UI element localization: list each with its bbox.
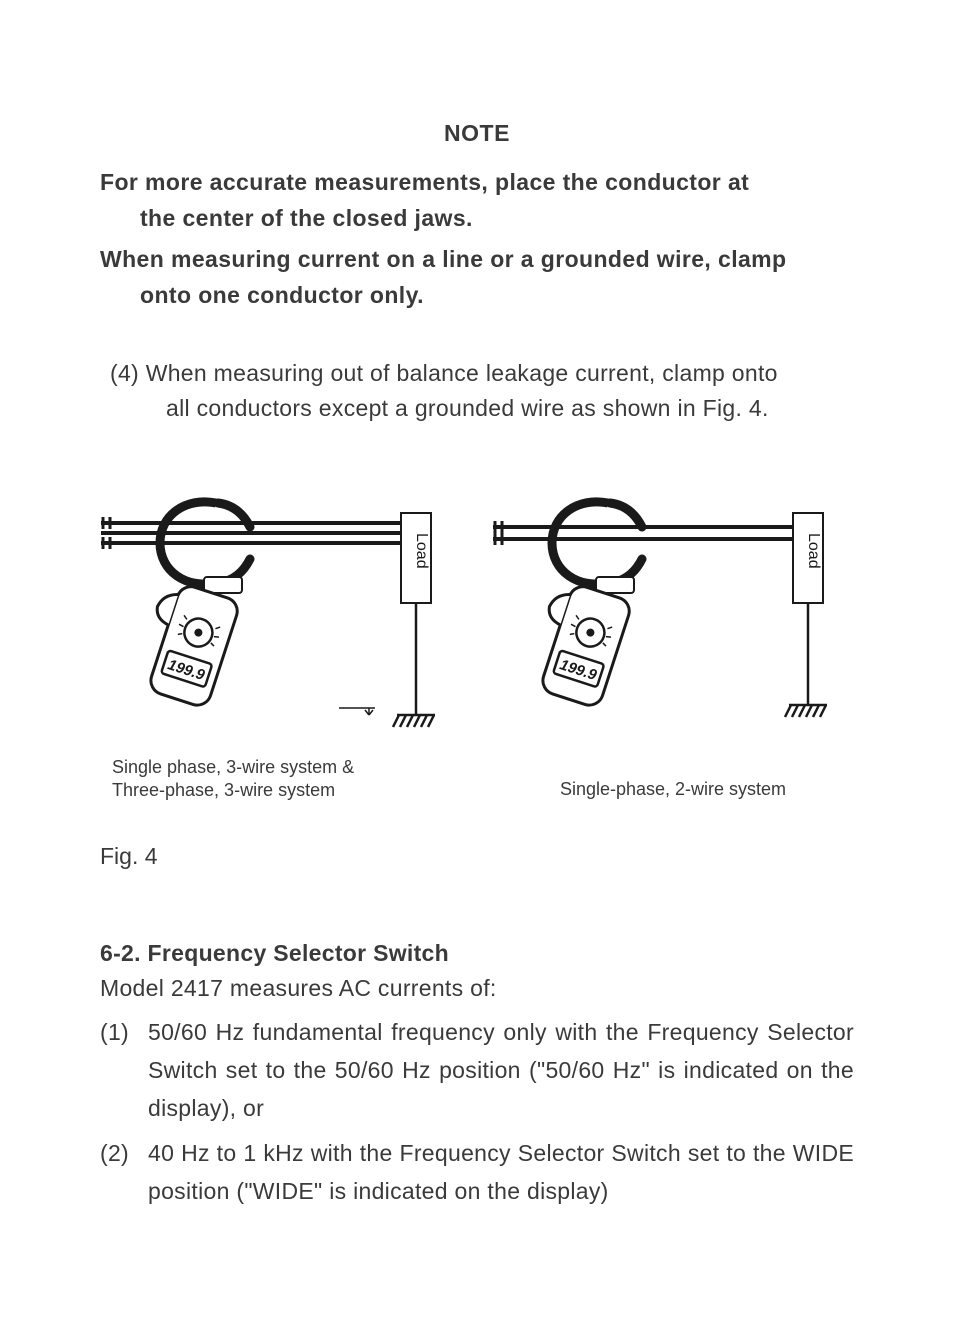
list-item-number: (2) xyxy=(100,1135,148,1211)
figure-right-column: Load xyxy=(492,483,854,803)
list-item-text: 50/60 Hz fundamental frequency only with… xyxy=(148,1014,854,1128)
note-paragraph-1: For more accurate measurements, place th… xyxy=(100,165,854,236)
step4-line2: all conductors except a grounded wire as… xyxy=(100,391,854,427)
list-item: (2) 40 Hz to 1 kHz with the Frequency Se… xyxy=(100,1135,854,1211)
figure-right-caption: Single-phase, 2-wire system xyxy=(492,778,854,801)
note-p1-line2: the center of the closed jaws. xyxy=(100,201,854,237)
fig-left-cap-l1: Single phase, 3-wire system & xyxy=(112,757,354,777)
clamp-meter-icon: 199.9 xyxy=(524,502,642,709)
figure-left-column: Load xyxy=(100,483,462,803)
figure-right-svg: Load xyxy=(492,483,854,743)
step-4-paragraph: (4) When measuring out of balance leakag… xyxy=(100,356,854,427)
load-label-right: Load xyxy=(805,533,822,569)
note-p1-line1: For more accurate measurements, place th… xyxy=(100,169,749,195)
document-page: NOTE For more accurate measurements, pla… xyxy=(0,0,954,1324)
note-p2-line1: When measuring current on a line or a gr… xyxy=(100,246,786,272)
section-6-2-list: (1) 50/60 Hz fundamental frequency only … xyxy=(100,1014,854,1212)
list-item: (1) 50/60 Hz fundamental frequency only … xyxy=(100,1014,854,1128)
note-heading: NOTE xyxy=(100,120,854,147)
figure-left-caption: Single phase, 3-wire system & Three-phas… xyxy=(100,756,462,803)
load-label-left: Load xyxy=(413,533,430,569)
step4-line1: (4) When measuring out of balance leakag… xyxy=(100,356,854,392)
note-paragraph-2: When measuring current on a line or a gr… xyxy=(100,242,854,313)
figure-4-zone: Load xyxy=(100,483,854,803)
list-item-number: (1) xyxy=(100,1014,148,1128)
fig-left-cap-l2: Three-phase, 3-wire system xyxy=(112,780,335,800)
section-6-2-heading: 6-2. Frequency Selector Switch xyxy=(100,940,854,967)
section-6-2-lead: Model 2417 measures AC currents of: xyxy=(100,975,854,1002)
list-item-text: 40 Hz to 1 kHz with the Frequency Select… xyxy=(148,1135,854,1211)
figure-left-svg: Load xyxy=(100,483,462,743)
figure-label: Fig. 4 xyxy=(100,843,854,870)
note-p2-line2: onto one conductor only. xyxy=(100,278,854,314)
